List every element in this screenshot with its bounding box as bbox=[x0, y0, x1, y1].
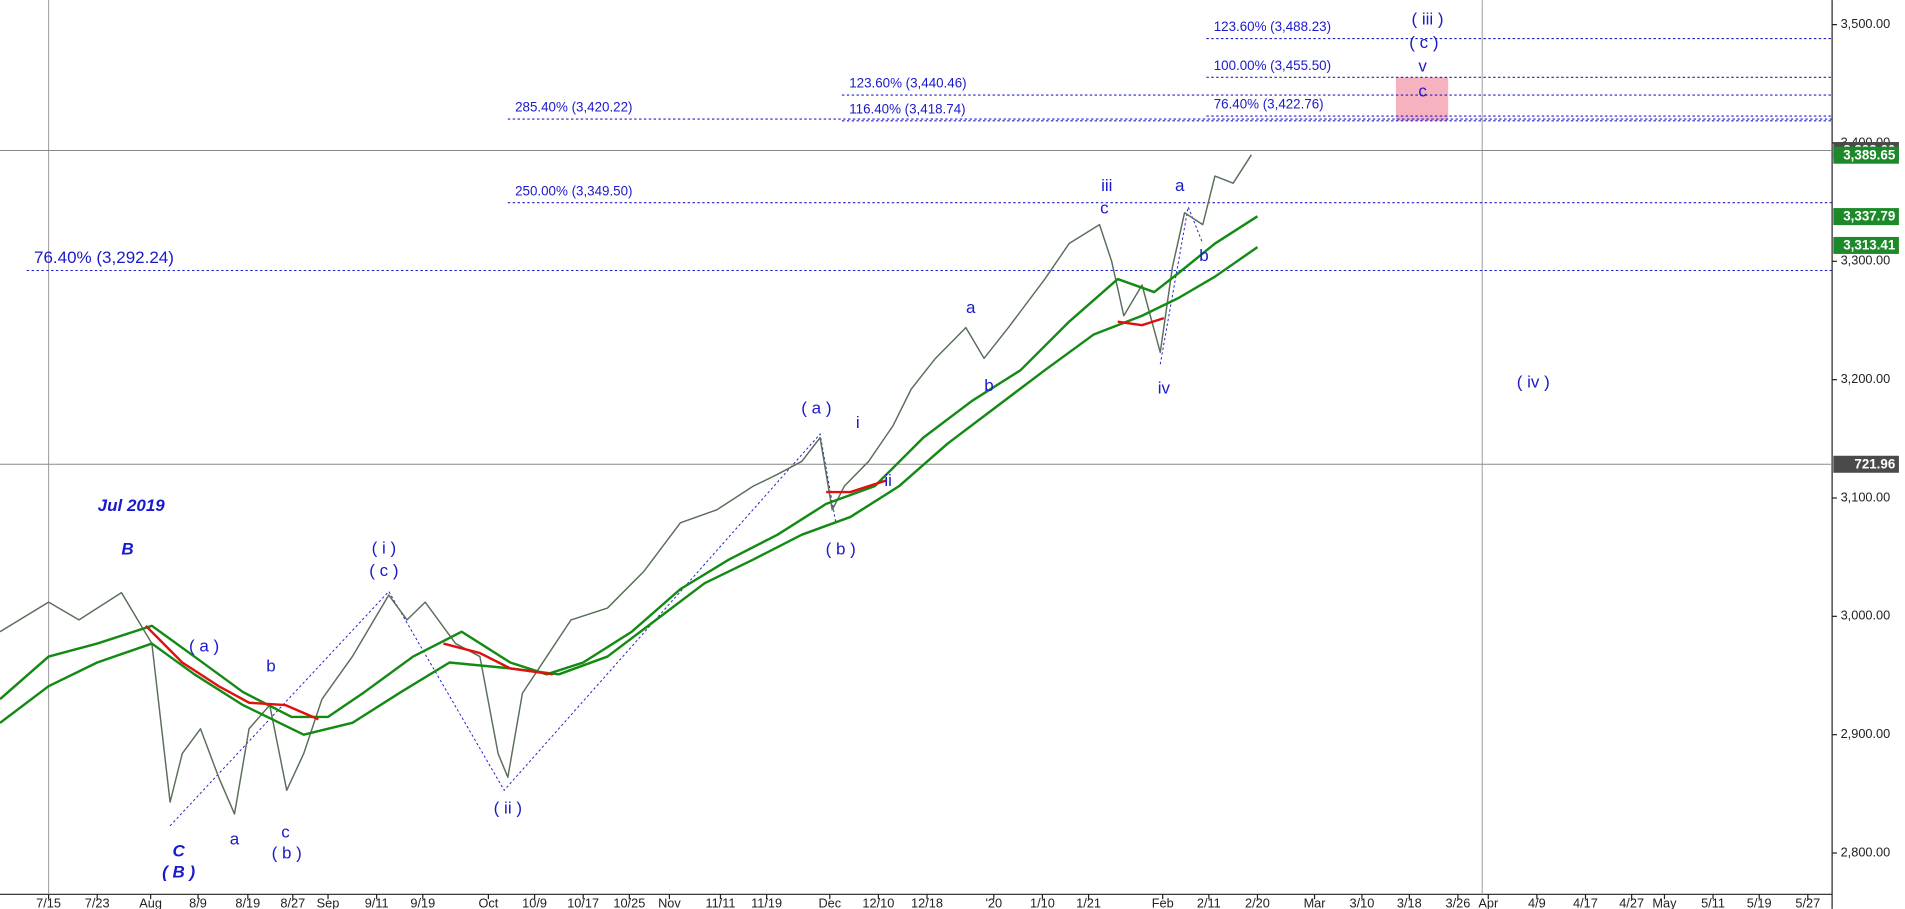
y-tick-label: 3,000.00 bbox=[1841, 608, 1891, 623]
wave-label: iii bbox=[1101, 176, 1112, 195]
wave-label: ( a ) bbox=[189, 637, 219, 656]
x-tick-label: 5/27 bbox=[1795, 895, 1820, 909]
wave-label: v bbox=[1418, 57, 1427, 76]
x-tick-label: 8/19 bbox=[235, 895, 260, 909]
wave-label: b bbox=[984, 376, 993, 395]
series-line bbox=[0, 215, 1259, 719]
wave-label: b bbox=[1199, 246, 1208, 265]
x-tick-label: Feb bbox=[1152, 895, 1174, 909]
fib-label: 250.00% (3,349.50) bbox=[515, 183, 632, 198]
x-tick-label: 8/27 bbox=[280, 895, 305, 909]
x-tick-label: Aug bbox=[139, 895, 162, 909]
y-tick-label: 2,900.00 bbox=[1841, 726, 1891, 741]
x-tick-label: 2/11 bbox=[1197, 895, 1221, 909]
wave-label: B bbox=[121, 540, 133, 559]
x-tick-label: Apr bbox=[1478, 895, 1499, 909]
x-tick-label: 12/18 bbox=[911, 895, 943, 909]
wave-label: iv bbox=[1158, 379, 1171, 398]
x-tick-label: 9/19 bbox=[410, 895, 435, 909]
y-tick-label: 3,500.00 bbox=[1841, 16, 1891, 31]
wave-label: ( i ) bbox=[372, 538, 397, 557]
x-tick-label: May bbox=[1652, 895, 1677, 909]
x-tick-label: 5/11 bbox=[1701, 895, 1725, 909]
wave-label: ( b ) bbox=[272, 844, 302, 863]
x-tick-label: 4/27 bbox=[1619, 895, 1644, 909]
wave-label: c bbox=[1100, 199, 1109, 218]
wave-label: b bbox=[266, 657, 275, 676]
fib-label: 76.40% (3,292.24) bbox=[34, 248, 174, 267]
price-label-box bbox=[1833, 146, 1899, 164]
x-tick-label: 7/15 bbox=[36, 895, 61, 909]
y-tick-label: 3,100.00 bbox=[1841, 489, 1891, 504]
wave-label: ( c ) bbox=[1409, 33, 1438, 52]
series-line bbox=[0, 154, 1252, 815]
y-tick-label: 2,800.00 bbox=[1841, 844, 1891, 859]
wave-label: Jul 2019 bbox=[98, 496, 166, 515]
x-tick-label: 3/10 bbox=[1350, 895, 1375, 909]
wave-label: ( iv ) bbox=[1517, 373, 1550, 392]
price-label: 3,313.41 bbox=[1843, 238, 1896, 253]
x-tick-label: Nov bbox=[658, 895, 681, 909]
x-tick-label: '20 bbox=[985, 895, 1002, 909]
fib-label: 76.40% (3,422.76) bbox=[1214, 97, 1324, 112]
x-tick-label: 10/9 bbox=[522, 895, 547, 909]
wave-label: ( a ) bbox=[801, 399, 831, 418]
price-label-box bbox=[1833, 455, 1899, 473]
x-tick-label: 9/11 bbox=[365, 895, 389, 909]
x-tick-label: 4/9 bbox=[1528, 895, 1546, 909]
fib-label: 123.60% (3,488.23) bbox=[1214, 19, 1331, 34]
price-label: 721.96 bbox=[1854, 456, 1895, 471]
wave-label: a bbox=[966, 298, 976, 317]
wave-label: ii bbox=[884, 471, 892, 490]
y-tick-label: 3,200.00 bbox=[1841, 371, 1891, 386]
fib-label: 123.60% (3,440.46) bbox=[849, 76, 966, 91]
x-tick-label: 2/20 bbox=[1245, 895, 1270, 909]
x-tick-label: 10/25 bbox=[613, 895, 645, 909]
x-tick-label: Oct bbox=[478, 895, 498, 909]
x-tick-label: Mar bbox=[1304, 895, 1327, 909]
price-label: 3,337.79 bbox=[1843, 209, 1895, 224]
wave-path bbox=[169, 433, 837, 827]
price-label: 3,389.65 bbox=[1843, 147, 1896, 162]
wave-label: c bbox=[1418, 82, 1427, 101]
fib-label: 100.00% (3,455.50) bbox=[1214, 58, 1331, 73]
wave-path bbox=[1159, 205, 1204, 365]
x-tick-label: 7/23 bbox=[85, 895, 110, 909]
wave-label: ( b ) bbox=[826, 540, 856, 559]
wave-label: c bbox=[281, 822, 290, 841]
wave-label: ( iii ) bbox=[1411, 9, 1443, 28]
series-line bbox=[0, 246, 1259, 736]
x-tick-label: 3/26 bbox=[1445, 895, 1470, 909]
x-tick-label: 11/19 bbox=[751, 895, 782, 909]
x-tick-label: 5/19 bbox=[1747, 895, 1772, 909]
fib-label: 285.40% (3,420.22) bbox=[515, 100, 632, 115]
fib-label: 116.40% (3,418.74) bbox=[849, 101, 965, 116]
target-zone bbox=[1395, 77, 1449, 121]
x-tick-label: 3/18 bbox=[1397, 895, 1422, 909]
x-tick-label: 10/17 bbox=[567, 895, 599, 909]
wave-label: ( c ) bbox=[369, 561, 398, 580]
x-tick-label: Sep bbox=[317, 895, 340, 909]
wave-label: a bbox=[230, 829, 240, 848]
x-tick-label: 12/10 bbox=[862, 895, 894, 909]
wave-label: C bbox=[172, 841, 185, 860]
wave-label: ( B ) bbox=[162, 863, 195, 882]
wave-label: i bbox=[856, 413, 860, 432]
series-line bbox=[144, 316, 1165, 721]
price-label-box bbox=[1833, 236, 1899, 254]
price-label-box bbox=[1833, 208, 1899, 226]
x-tick-label: 8/9 bbox=[189, 895, 207, 909]
x-tick-label: Dec bbox=[818, 895, 841, 909]
y-tick-label: 3,300.00 bbox=[1841, 253, 1891, 268]
x-tick-label: 4/17 bbox=[1573, 895, 1598, 909]
x-tick-label: 1/21 bbox=[1076, 895, 1101, 909]
wave-label: ( ii ) bbox=[494, 799, 522, 818]
x-tick-label: 1/10 bbox=[1030, 895, 1055, 909]
wave-label: a bbox=[1175, 176, 1185, 195]
x-tick-label: 11/11 bbox=[705, 895, 735, 909]
